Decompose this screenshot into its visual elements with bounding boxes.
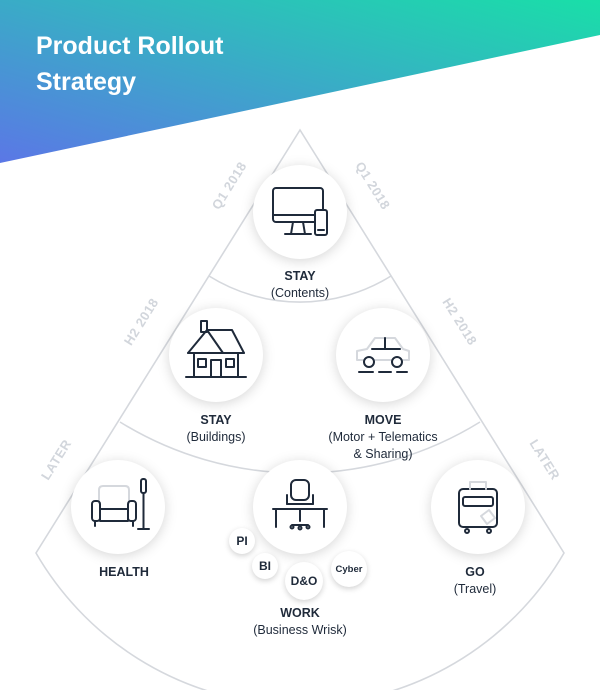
computer-icon xyxy=(272,187,328,236)
phase-label-later-right: LATER xyxy=(527,437,564,483)
chip-do: D&O xyxy=(285,562,323,600)
node-move xyxy=(336,308,430,402)
node-health xyxy=(71,460,165,554)
title-line-1: Product Rollout xyxy=(36,32,224,60)
label-stay-contents: STAY (Contents) xyxy=(240,268,360,302)
title-line-2: Strategy xyxy=(36,68,137,96)
label-stay-buildings: STAY (Buildings) xyxy=(156,412,276,446)
phase-label-q1-left: Q1 2018 xyxy=(209,159,250,212)
office-chair-icon xyxy=(272,479,328,531)
header-banner xyxy=(0,0,600,163)
label-health: HEALTH xyxy=(64,564,184,581)
product-name-stay-contents: STAY xyxy=(284,269,316,283)
product-detail-move-line-1: (Motor + Telematics xyxy=(328,430,438,444)
chip-bi: BI xyxy=(252,553,278,579)
product-detail-stay-contents: (Contents) xyxy=(270,286,330,300)
phase-label-h2-left: H2 2018 xyxy=(121,295,162,348)
house-icon xyxy=(185,320,247,378)
product-detail-stay-buildings: (Buildings) xyxy=(186,430,246,444)
pyramid-outline xyxy=(35,128,565,690)
phase-label-h2-right: H2 2018 xyxy=(440,295,481,348)
chip-pi: PI xyxy=(229,528,255,554)
suitcase-icon xyxy=(458,481,498,534)
node-work xyxy=(253,460,347,554)
node-stay-buildings xyxy=(169,308,263,402)
band-divider-q1 xyxy=(208,275,392,303)
label-work: WORK (Business Wrisk) xyxy=(230,605,370,639)
armchair-icon xyxy=(91,478,150,530)
phase-label-q1-right: Q1 2018 xyxy=(352,159,393,212)
car-icon xyxy=(356,337,410,373)
label-move: MOVE (Motor + Telematics & Sharing) xyxy=(303,412,463,463)
product-detail-move-line-2: & Sharing) xyxy=(353,447,413,461)
product-name-move: MOVE xyxy=(364,413,402,427)
label-go: GO (Travel) xyxy=(415,564,535,598)
chip-cyber: Cyber xyxy=(331,551,367,587)
page-title: Product Rollout Strategy xyxy=(36,28,223,100)
product-name-health: HEALTH xyxy=(99,565,149,579)
product-name-work: WORK xyxy=(280,606,320,620)
product-name-stay-buildings: STAY xyxy=(200,413,232,427)
product-detail-go: (Travel) xyxy=(453,582,497,596)
product-detail-work: (Business Wrisk) xyxy=(253,623,347,637)
node-stay-contents xyxy=(253,165,347,259)
phase-label-later-left: LATER xyxy=(38,437,75,483)
product-name-go: GO xyxy=(465,565,485,579)
